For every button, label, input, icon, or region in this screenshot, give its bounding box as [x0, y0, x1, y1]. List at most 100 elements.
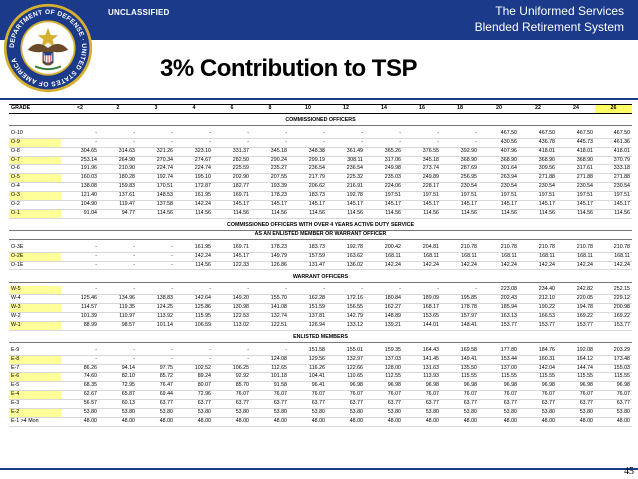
- value-cell: 63.77: [251, 399, 289, 410]
- table-row: O-3E - - -161.95 169.71 178.23 183.73 192.78 200…: [9, 243, 632, 253]
- value-cell: 193.39: [251, 182, 289, 193]
- value-cell: 189.09: [403, 294, 441, 305]
- value-cell: 197.51: [479, 191, 519, 202]
- value-cell: 202.90: [213, 173, 251, 184]
- table-row: E-4 62.67 65.87 69.44 72.96 76.07 76.07 76.07 76…: [9, 390, 632, 401]
- value-cell: 122.33: [213, 261, 251, 271]
- value-cell: -: [137, 138, 175, 148]
- value-cell: -: [327, 286, 365, 296]
- column-header: 20: [479, 104, 519, 114]
- value-cell: 145.17: [441, 200, 479, 210]
- value-cell: -: [213, 286, 251, 296]
- value-cell: 106.25: [213, 364, 251, 374]
- value-cell: 299.19: [289, 156, 327, 166]
- column-header: 24: [557, 104, 595, 114]
- value-cell: 323.10: [175, 147, 213, 157]
- value-cell: 271.88: [557, 173, 595, 184]
- value-cell: 274.67: [175, 156, 213, 166]
- value-cell: 125.46: [61, 294, 99, 305]
- value-cell: 91.04: [61, 209, 99, 219]
- value-cell: 180.28: [99, 173, 137, 184]
- section-title: ENLISTED MEMBERS: [9, 334, 632, 344]
- table-row: O-5 160.03 180.28 192.74 195.10 202.90 207.55 2…: [9, 173, 632, 184]
- value-cell: 197.51: [403, 191, 441, 202]
- header-banner: UNCLASSIFIED The Uniformed Services Blen…: [0, 0, 638, 40]
- classification-label: UNCLASSIFIED: [108, 8, 170, 17]
- table-row: E-3 56.57 60.13 63.77 63.77 63.77 63.77 63.77 63…: [9, 399, 632, 410]
- value-cell: 210.78: [441, 243, 479, 253]
- value-cell: 114.56: [175, 261, 213, 271]
- value-cell: 94.77: [99, 209, 137, 219]
- value-cell: 252.15: [595, 286, 632, 296]
- value-cell: 113.02: [213, 321, 251, 331]
- value-cell: 48.00: [519, 417, 557, 427]
- value-cell: 168.11: [479, 252, 519, 262]
- value-cell: -: [99, 286, 137, 296]
- value-cell: -: [213, 355, 251, 365]
- value-cell: 273.74: [403, 164, 441, 175]
- value-cell: 110.65: [327, 372, 365, 383]
- value-cell: 142.24: [595, 261, 632, 271]
- value-cell: 153.77: [519, 321, 557, 331]
- value-cell: 96.98: [327, 381, 365, 392]
- value-cell: -: [213, 129, 251, 139]
- value-cell: 115.55: [557, 372, 595, 383]
- value-cell: 392.90: [441, 147, 479, 157]
- value-cell: 317.06: [365, 156, 403, 166]
- value-cell: 53.80: [365, 408, 403, 418]
- value-cell: 76.47: [137, 381, 175, 392]
- value-cell: 53.80: [557, 408, 595, 418]
- value-cell: 136.02: [327, 261, 365, 271]
- value-cell: 191.96: [61, 164, 99, 175]
- table-row: E-1 >4 Mon 48.00 48.00 48.00 48.00 48.00 48.00…: [9, 417, 632, 427]
- value-cell: 142.24: [441, 261, 479, 271]
- value-cell: 96.98: [479, 381, 519, 392]
- value-cell: 197.51: [441, 191, 479, 202]
- value-cell: 149.41: [441, 355, 479, 365]
- value-cell: 203.29: [595, 346, 632, 356]
- value-cell: -: [175, 286, 213, 296]
- value-cell: 48.00: [251, 417, 289, 427]
- value-cell: 206.62: [289, 182, 327, 193]
- value-cell: 235.03: [365, 173, 403, 184]
- value-cell: 210.78: [519, 243, 557, 253]
- grade-cell: E-7: [9, 364, 61, 374]
- value-cell: 224.74: [175, 164, 213, 175]
- value-cell: 169.22: [557, 312, 595, 322]
- value-cell: 287.69: [441, 164, 479, 175]
- value-cell: 192.08: [557, 346, 595, 356]
- value-cell: 162.28: [289, 294, 327, 305]
- value-cell: 145.17: [519, 200, 557, 210]
- value-cell: 145.17: [213, 200, 251, 210]
- value-cell: 114.56: [137, 209, 175, 219]
- value-cell: 63.77: [137, 399, 175, 410]
- grade-cell: W-1: [9, 321, 61, 331]
- value-cell: 101.39: [61, 312, 99, 322]
- section-title-row: COMMISSIONED OFFICERS WITH OVER 4 YEARS …: [9, 222, 632, 232]
- grade-cell: E-9: [9, 346, 61, 356]
- value-cell: 271.88: [519, 173, 557, 184]
- value-cell: -: [175, 138, 213, 148]
- value-cell: 163.13: [479, 312, 519, 322]
- value-cell: 142.64: [175, 294, 213, 305]
- value-cell: 153.77: [595, 321, 632, 331]
- value-cell: 76.07: [403, 390, 441, 401]
- value-cell: 114.56: [213, 209, 251, 219]
- value-cell: 163.62: [327, 252, 365, 262]
- value-cell: 418.01: [595, 147, 632, 157]
- value-cell: 153.65: [403, 312, 441, 322]
- value-cell: 160.03: [61, 173, 99, 184]
- value-cell: 333.18: [595, 164, 632, 175]
- grade-cell: O-8: [9, 147, 61, 157]
- value-cell: 153.77: [557, 321, 595, 331]
- value-cell: 85.72: [137, 372, 175, 383]
- value-cell: 94.14: [99, 364, 137, 374]
- value-cell: 145.17: [251, 200, 289, 210]
- value-cell: 76.07: [213, 390, 251, 401]
- value-cell: 148.41: [441, 321, 479, 331]
- value-cell: -: [61, 261, 99, 271]
- value-cell: 104.90: [61, 200, 99, 210]
- value-cell: 229.12: [595, 294, 632, 305]
- value-cell: 224.06: [365, 182, 403, 193]
- value-cell: -: [175, 355, 213, 365]
